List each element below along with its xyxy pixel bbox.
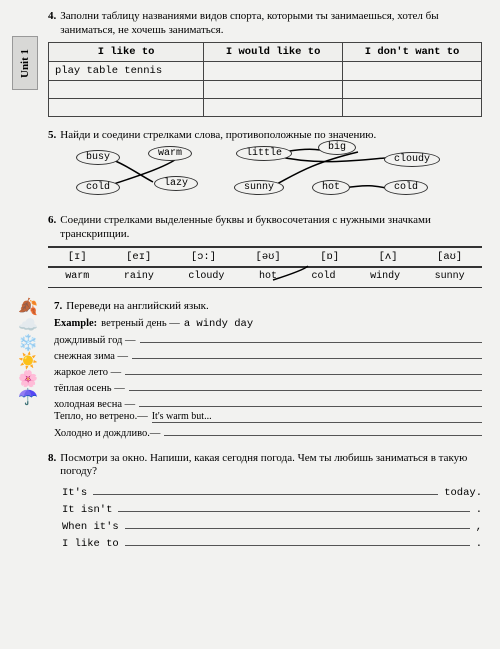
ipa-symbol: [ɪ]	[68, 251, 87, 263]
table-cell[interactable]: play table tennis	[49, 61, 204, 80]
unit-tab: Unit 1	[12, 36, 38, 90]
line-prefix: It's	[62, 487, 87, 499]
ipa-symbol: [ɔ:]	[191, 251, 216, 263]
word-oval: warm	[148, 146, 192, 161]
table-cell[interactable]	[343, 98, 482, 116]
ex6-text: Соедини стрелками выделенные буквы и бук…	[60, 214, 482, 242]
translate-prompt: дождливый год —	[54, 335, 136, 346]
ex7-text: Переведи на английский язык.	[66, 300, 208, 314]
example-label: Example:	[54, 318, 97, 329]
blank-input[interactable]	[140, 331, 482, 343]
ipa-symbol: [əʊ]	[256, 251, 281, 263]
sun-icon: ☀️	[18, 354, 46, 370]
blank-input[interactable]: It's warm but...	[152, 411, 482, 423]
blank-input[interactable]	[125, 534, 470, 546]
cloud-icon: ☁️	[18, 318, 46, 334]
sports-table: I like to I would like to I don't want t…	[48, 42, 482, 117]
translate-prompt: жаркое лето —	[54, 367, 121, 378]
line-suffix: today.	[444, 487, 482, 499]
blank-input[interactable]	[139, 395, 482, 407]
exercise-8: 8. Посмотри за окно. Напиши, какая сегод…	[48, 452, 482, 551]
ex8-number: 8.	[48, 452, 56, 464]
blank-input[interactable]	[129, 379, 482, 391]
word-oval: cold	[384, 180, 428, 195]
word-oval: lazy	[154, 176, 198, 191]
ipa-symbol: [ʌ]	[379, 251, 398, 263]
word-oval: little	[236, 146, 292, 161]
word-oval: busy	[76, 150, 120, 165]
example-ru: ветреный день —	[101, 318, 180, 329]
blank-input[interactable]	[118, 500, 469, 512]
word-oval: cold	[76, 180, 120, 195]
sun-leaf-icon: 🍂	[18, 300, 46, 316]
table-cell[interactable]	[49, 98, 204, 116]
table-cell[interactable]	[204, 61, 343, 80]
line-suffix: .	[476, 538, 482, 550]
table-header: I don't want to	[343, 42, 482, 61]
table-header: I would like to	[204, 42, 343, 61]
translate-prompt: Холодно и дождливо.—	[54, 428, 160, 439]
exercise-5: 5. Найди и соедини стрелками слова, прот…	[48, 129, 482, 203]
ex8-text: Посмотри за окно. Напиши, какая сегодня …	[60, 452, 482, 480]
ex5-number: 5.	[48, 129, 56, 141]
blank-input[interactable]	[164, 424, 482, 436]
weather-icons: 🍂 ☁️ ❄️ ☀️ 🌸 ☂️	[18, 300, 46, 406]
ipa-symbol: [ɒ]	[320, 251, 339, 263]
line-prefix: When it's	[62, 521, 119, 533]
ex4-text: Заполни таблицу названиями видов спорта,…	[60, 10, 482, 38]
table-cell[interactable]	[204, 80, 343, 98]
table-cell[interactable]	[204, 98, 343, 116]
exercise-7: 🍂 ☁️ ❄️ ☀️ 🌸 ☂️ 7. Переведи на английски…	[18, 300, 482, 440]
table-cell[interactable]	[343, 61, 482, 80]
example-en: a windy day	[184, 318, 253, 330]
word-oval: sunny	[234, 180, 284, 195]
blank-input[interactable]	[125, 517, 470, 529]
ipa-symbol: [aʊ]	[437, 251, 462, 263]
table-cell[interactable]	[343, 80, 482, 98]
line-suffix: .	[476, 504, 482, 516]
blank-input[interactable]	[132, 347, 482, 359]
table-cell[interactable]	[49, 80, 204, 98]
ex4-number: 4.	[48, 10, 56, 22]
translate-prompt: Тепло, но ветрено.—	[54, 411, 148, 422]
line-prefix: I like to	[62, 538, 119, 550]
ex7-number: 7.	[54, 300, 62, 312]
blank-input[interactable]	[125, 363, 482, 375]
line-suffix: ,	[476, 521, 482, 533]
word-oval: big	[318, 140, 356, 155]
exercise-4: 4. Заполни таблицу названиями видов спор…	[48, 10, 482, 117]
translate-prompt: снежная зима —	[54, 351, 128, 362]
word-matching-box: busy warm little big cloudy cold lazy su…	[58, 146, 472, 202]
line-prefix: It isn't	[62, 504, 112, 516]
word-oval: hot	[312, 180, 350, 195]
snow-icon: ❄️	[18, 336, 46, 352]
ipa-symbol: [eɪ]	[126, 251, 151, 263]
ex6-arrow	[48, 264, 482, 282]
table-header: I like to	[49, 42, 204, 61]
word-oval: cloudy	[384, 152, 440, 167]
translate-prompt: тёплая осень —	[54, 383, 125, 394]
blank-input[interactable]	[93, 483, 438, 495]
ex6-number: 6.	[48, 214, 56, 226]
translate-prompt: холодная весна —	[54, 399, 135, 410]
flower-icon: 🌸	[18, 372, 46, 388]
exercise-6: 6. Соедини стрелками выделенные буквы и …	[48, 214, 482, 288]
umbrella-icon: ☂️	[18, 390, 46, 406]
